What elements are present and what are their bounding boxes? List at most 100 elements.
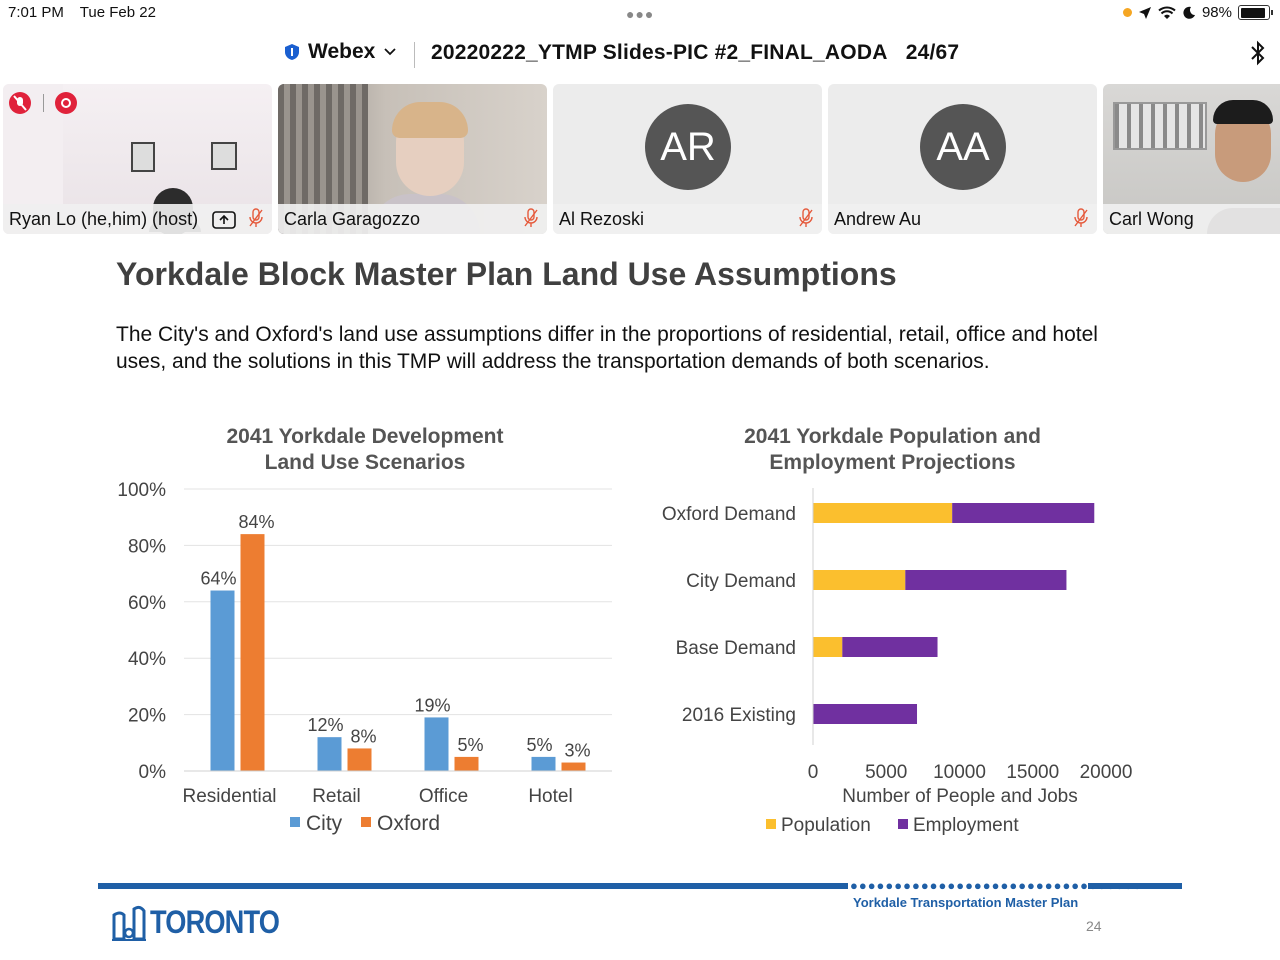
y-category-label: Oxford Demand — [662, 504, 796, 525]
chart1-title-line2: Land Use Scenarios — [264, 451, 466, 474]
bar-segment-employment — [905, 570, 1067, 590]
indicator-divider — [43, 94, 44, 112]
battery-icon — [1238, 5, 1273, 20]
status-time-date: 7:01 PM Tue Feb 22 — [8, 4, 168, 21]
data-label: 84% — [238, 512, 274, 532]
x-tick-label: Residential — [183, 786, 277, 807]
x-tick-label: Office — [419, 786, 468, 807]
legend-swatch-oxford — [361, 817, 371, 827]
participant-tile-carla-garagozzo[interactable]: Carla Garagozzo — [278, 84, 547, 234]
population-employment-bar-chart: Oxford Demand City Demand Base Demand 2016 … — [662, 488, 1133, 836]
y-tick-label: 40% — [128, 649, 166, 670]
bar-segment-population — [813, 637, 843, 657]
participant-name: Carla Garagozzo — [284, 209, 421, 229]
bar-oxford — [347, 748, 372, 771]
mic-in-use-indicator-icon — [1122, 8, 1132, 17]
footer-rule — [98, 883, 848, 889]
do-not-disturb-moon-icon — [1183, 6, 1195, 19]
participant-name: Carl Wong — [1109, 209, 1194, 229]
participant-name-bar: Al Rezoski — [553, 204, 822, 234]
y-category-label: 2016 Existing — [682, 705, 796, 726]
data-label: 64% — [200, 569, 236, 589]
data-label: 5% — [457, 735, 483, 755]
legend-label-oxford: Oxford — [377, 812, 440, 835]
avatar: AR — [645, 104, 731, 190]
data-label: 8% — [350, 726, 376, 746]
bar-oxford — [561, 762, 586, 771]
battery-percentage: 98% — [1201, 4, 1232, 21]
participant-name-bar: Carla Garagozzo — [278, 204, 547, 234]
x-tick-label: Hotel — [528, 786, 572, 807]
bar-city — [317, 737, 342, 771]
bluetooth-icon[interactable] — [1250, 40, 1266, 71]
slide-title: Yorkdale Block Master Plan Land Use Assu… — [116, 256, 897, 292]
bookshelf — [1113, 102, 1207, 150]
bar-oxford — [240, 534, 265, 771]
muted-mic-icon — [1074, 208, 1088, 227]
data-label: 5% — [526, 735, 552, 755]
participant-name-bar: Carl Wong — [1103, 204, 1280, 234]
webex-menu-button[interactable]: Webex — [284, 40, 397, 64]
person-hair — [392, 102, 468, 138]
participant-tile-al-rezoski[interactable]: AR Al Rezoski — [553, 84, 822, 234]
y-tick-label: 60% — [128, 593, 166, 614]
chart2-title-line1: 2041 Yorkdale Population and — [744, 425, 1041, 448]
header-divider — [414, 42, 415, 68]
bar-city — [531, 756, 556, 771]
participant-name: Andrew Au — [834, 209, 922, 229]
webex-label: Webex — [308, 40, 376, 63]
participant-name: Al Rezoski — [559, 209, 645, 229]
legend-swatch-population — [766, 819, 776, 829]
land-use-bar-chart: 0% 20% 40% 60% 80% 100% 64% 84% Residential 12% 8%… — [117, 480, 612, 835]
slide-page-number: 24 — [1086, 918, 1102, 934]
location-icon — [1138, 6, 1151, 19]
multitasking-dots-icon[interactable]: ●●● — [626, 6, 655, 22]
x-axis-label: Number of People and Jobs — [842, 786, 1078, 807]
footer-dotted-rule: ●●●●●●●●●●●●●●●●●●●●●●●●●●●●●●●●● — [850, 878, 1143, 893]
page-counter: 24/67 — [905, 41, 960, 64]
status-indicators: 98% — [1122, 4, 1273, 21]
toronto-logo: TORONTO — [112, 904, 302, 941]
wall-frame — [211, 142, 237, 170]
chart1-title: 2041 Yorkdale Development Land Use Scena… — [170, 424, 560, 476]
participant-tile-ryan-lo[interactable]: Ryan Lo (he,him) (host) — [3, 84, 272, 234]
participant-tile-carl-wong[interactable]: Carl Wong — [1103, 84, 1280, 234]
chart2-title-line2: Employment Projections — [769, 451, 1016, 474]
shield-icon — [285, 44, 299, 60]
muted-mic-icon — [524, 208, 538, 227]
participant-name: Ryan Lo (he,him) (host) — [9, 209, 199, 229]
bar-segment-population — [813, 570, 906, 590]
person-hair — [1213, 100, 1273, 124]
x-tick-label: 20000 — [1080, 762, 1133, 783]
legend-swatch-city — [290, 817, 300, 827]
legend-label-employment: Employment — [913, 815, 1019, 836]
bar-city — [424, 717, 449, 771]
participant-name-bar: Andrew Au — [828, 204, 1097, 234]
document-name: 20220222_YTMP Slides-PIC #2_FINAL_AODA — [431, 41, 888, 64]
wall-frame — [131, 142, 155, 172]
toronto-wordmark: TORONTO — [150, 904, 280, 940]
meeting-header: Webex 20220222_YTMP Slides-PIC #2_FINAL_… — [0, 34, 1280, 74]
bar-segment-employment — [813, 704, 918, 724]
bar-city — [210, 590, 235, 771]
y-category-label: Base Demand — [676, 638, 796, 659]
toronto-city-hall-icon — [112, 905, 146, 941]
y-tick-label: 20% — [128, 706, 166, 727]
ios-status-bar: 7:01 PM Tue Feb 22 ●●● 98% — [0, 0, 1280, 26]
legend-swatch-employment — [898, 819, 908, 829]
footer-plan-name: Yorkdale Transportation Master Plan — [853, 895, 1079, 910]
participant-tile-andrew-au[interactable]: AA Andrew Au — [828, 84, 1097, 234]
chart1-title-line1: 2041 Yorkdale Development — [226, 425, 504, 448]
participant-name-bar: Ryan Lo (he,him) (host) — [3, 204, 272, 234]
bar-segment-population — [813, 503, 953, 523]
record-icon — [55, 92, 77, 114]
muted-mic-icon — [799, 208, 813, 227]
avatar: AA — [920, 104, 1006, 190]
chart2-title: 2041 Yorkdale Population and Employment … — [690, 424, 1095, 476]
data-label: 12% — [307, 715, 343, 735]
shared-document-title: 20220222_YTMP Slides-PIC #2_FINAL_AODA 2… — [431, 41, 959, 65]
bar-oxford — [454, 756, 479, 771]
wifi-icon — [1158, 6, 1176, 19]
x-tick-label: 15000 — [1006, 762, 1059, 783]
chevron-down-icon — [384, 48, 396, 56]
